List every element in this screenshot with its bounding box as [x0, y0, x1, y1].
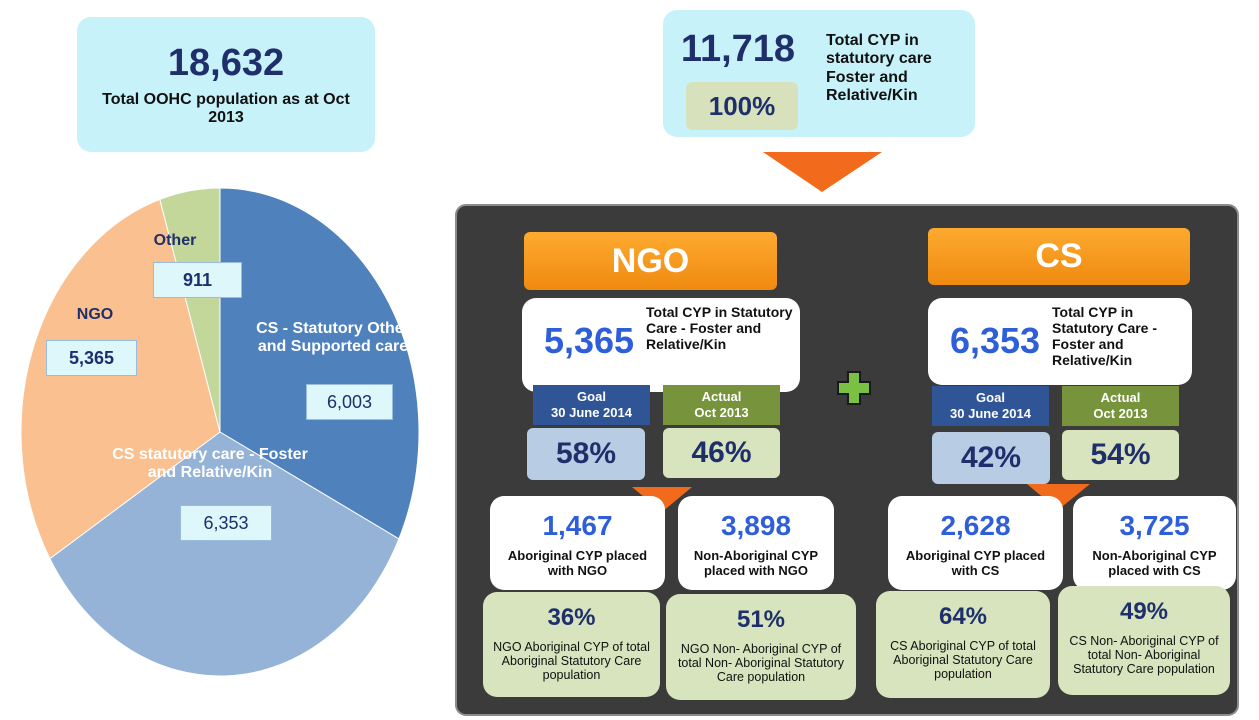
goal-label: Goal 30 June 2014: [932, 386, 1049, 426]
group-percent-label: NGO Non- Aboriginal CYP of total Non- Ab…: [677, 642, 845, 684]
group-label: Aboriginal CYP placed with NGO: [507, 548, 648, 578]
actual-label: Actual Oct 2013: [1062, 386, 1179, 426]
group-percent-box: 64% CS Aboriginal CYP of total Aboriginal…: [876, 591, 1050, 698]
actual-label-line: Actual: [1100, 390, 1141, 406]
group-percent: 51%: [736, 606, 786, 633]
goal-label-line: Goal: [577, 389, 606, 405]
plus-icon: [837, 371, 871, 405]
goal-label-line: 30 June 2014: [950, 406, 1031, 421]
group-value: 3,898: [720, 510, 792, 541]
pie-slice: [219, 187, 420, 540]
pie-slice: [49, 431, 400, 677]
goal-percent: 58%: [527, 428, 645, 480]
group-box: 3,898 Non-Aboriginal CYP placed with NGO: [678, 496, 834, 590]
group-box: 2,628 Aboriginal CYP placed with CS: [888, 496, 1063, 590]
panel-total-label: Total CYP in Statutory Care - Foster and…: [646, 304, 793, 353]
arrow: [763, 152, 882, 192]
panel-title: CS: [928, 228, 1190, 285]
actual-label-line: Actual: [701, 389, 742, 405]
group-percent-label: CS Aboriginal CYP of total Aboriginal St…: [890, 639, 1036, 681]
panel-total-box: [522, 298, 800, 392]
actual-label: Actual Oct 2013: [663, 385, 780, 425]
goal-label-line: Goal: [976, 390, 1005, 406]
statutory-percent: 100%: [686, 82, 798, 130]
panel-title: NGO: [524, 232, 777, 290]
goal-percent: 42%: [932, 432, 1050, 484]
group-percent-box: 49% CS Non- Aboriginal CYP of total Non- …: [1058, 586, 1230, 695]
statutory-value: 11,718: [680, 28, 796, 70]
slice-label: NGO: [76, 306, 114, 323]
goal-label: Goal 30 June 2014: [533, 385, 650, 425]
panel-total: 6,353: [949, 320, 1041, 361]
slice-label: CS statutory care - Foster and Relative/…: [112, 446, 308, 482]
group-box: 3,725 Non-Aboriginal CYP placed with CS: [1073, 496, 1236, 590]
group-percent: 36%: [547, 604, 596, 631]
actual-label-line: Oct 2013: [694, 405, 749, 420]
group-box: 1,467 Aboriginal CYP placed with NGO: [490, 496, 665, 590]
group-percent-box: 36% NGO Aboriginal CYP of total Aborigina…: [483, 592, 660, 697]
group-percent: 64%: [938, 603, 988, 630]
group-percent-label: CS Non- Aboriginal CYP of total Non- Abo…: [1069, 634, 1219, 676]
slice-label: Other: [153, 232, 197, 249]
statutory-label: Total CYP in statutory care Foster and R…: [826, 32, 932, 105]
group-value: 1,467: [542, 510, 613, 541]
group-percent-box: 51% NGO Non- Aboriginal CYP of total Non-…: [666, 594, 856, 700]
group-percent: 49%: [1119, 598, 1169, 625]
actual-percent: 54%: [1062, 430, 1179, 480]
slice-value: 6,003: [306, 384, 393, 420]
total-label: Total OOHC population as at Oct 2013: [102, 91, 350, 126]
actual-label-line: Oct 2013: [1093, 406, 1148, 421]
total-box: 18,632 Total OOHC population as at Oct 20…: [77, 17, 375, 152]
slice-value: 5,365: [46, 340, 137, 376]
panel-total-label: Total CYP in Statutory Care - Foster and…: [1052, 304, 1158, 369]
total-value: 18,632: [167, 42, 285, 84]
goal-label-line: 30 June 2014: [551, 405, 632, 420]
arrow: [632, 487, 692, 512]
group-label: Non-Aboriginal CYP placed with NGO: [693, 548, 819, 578]
slice-value: 6,353: [180, 505, 272, 541]
slice-label: CS - Statutory Other and Supported care: [256, 320, 410, 356]
group-percent-label: NGO Aboriginal CYP of total Aboriginal S…: [493, 640, 650, 682]
group-value: 3,725: [1119, 510, 1190, 541]
panel-total-box: [928, 298, 1192, 385]
group-label: Non-Aboriginal CYP placed with CS: [1092, 548, 1217, 578]
arrow: [1027, 484, 1090, 510]
actual-percent: 46%: [663, 428, 780, 478]
group-label: Aboriginal CYP placed with CS: [905, 548, 1046, 578]
panel-total: 5,365: [543, 320, 635, 361]
group-value: 2,628: [940, 510, 1011, 541]
pie-slice: [159, 187, 221, 433]
slice-value: 911: [153, 262, 242, 298]
